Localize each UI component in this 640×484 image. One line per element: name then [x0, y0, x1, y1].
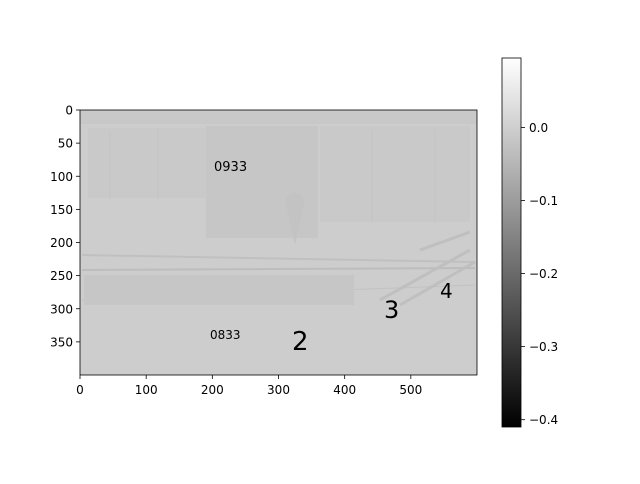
colorbar-ticks: 0.0 −0.1 −0.2 −0.3 −0.4	[521, 121, 558, 427]
x-tick-label: 100	[135, 383, 158, 397]
bench-row	[84, 275, 354, 305]
image-text-0933: 0933	[214, 160, 247, 175]
y-axis: 0 50 100 150 200 250 300 350	[50, 104, 80, 349]
colorbar-tick-label: −0.4	[529, 413, 558, 427]
x-tick-label: 500	[399, 383, 422, 397]
y-tick-label: 300	[50, 302, 73, 316]
image-text-2: 2	[292, 327, 309, 357]
y-tick-label: 50	[58, 137, 73, 151]
x-tick-label: 300	[267, 383, 290, 397]
colorbar-tick-label: −0.2	[529, 267, 558, 281]
y-tick-label: 250	[50, 269, 73, 283]
y-tick-label: 350	[50, 335, 73, 349]
image-text-3: 3	[384, 296, 399, 324]
image-text-0833: 0833	[210, 328, 241, 342]
colorbar-gradient	[501, 57, 522, 428]
x-tick-label: 400	[333, 383, 356, 397]
image-text-4: 4	[440, 279, 453, 303]
top-strip	[80, 110, 477, 124]
y-tick-label: 100	[50, 170, 73, 184]
right-stand-block	[320, 126, 470, 222]
track-line-2	[81, 267, 476, 271]
x-axis: 0 100 200 300 400 500	[76, 375, 422, 397]
image-area: 0933 0833 2 3 4	[79, 109, 478, 376]
colorbar-tick-label: 0.0	[529, 121, 548, 135]
left-stand-block	[88, 128, 206, 198]
x-tick-label: 200	[201, 383, 224, 397]
y-tick-label: 150	[50, 203, 73, 217]
y-tick-label: 200	[50, 236, 73, 250]
track-line-1	[81, 254, 476, 263]
x-tick-label: 0	[76, 383, 84, 397]
center-scoreboard-block	[206, 126, 318, 238]
colorbar-tick-label: −0.3	[529, 340, 558, 354]
y-tick-label: 0	[65, 104, 73, 118]
colorbar-tick-label: −0.1	[529, 194, 558, 208]
colorbar: 0.0 −0.1 −0.2 −0.3 −0.4	[501, 57, 558, 428]
diagonal-stripes	[379, 230, 476, 307]
figure-silhouette	[285, 192, 305, 245]
